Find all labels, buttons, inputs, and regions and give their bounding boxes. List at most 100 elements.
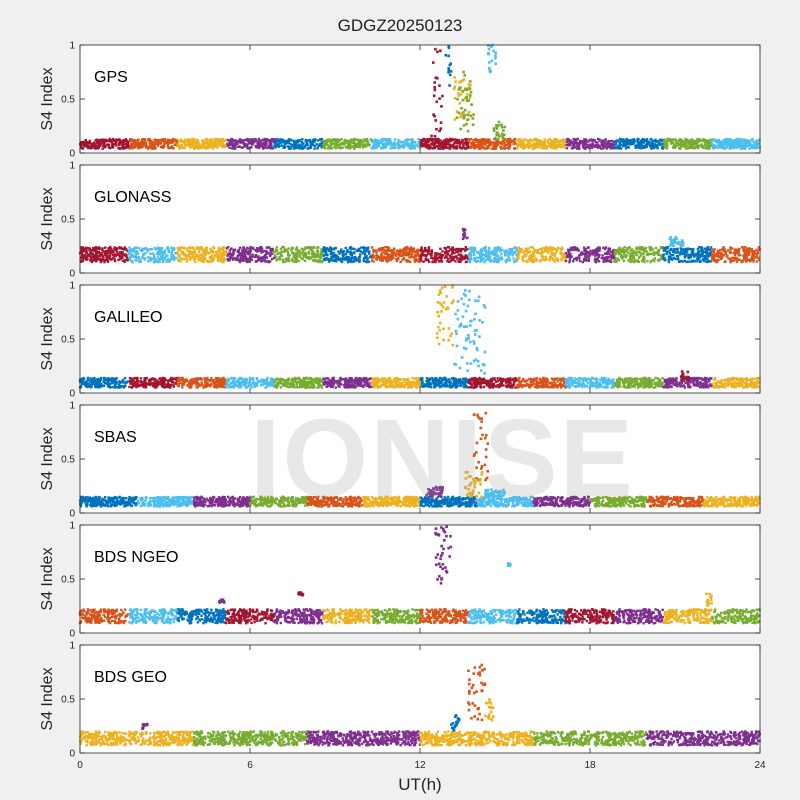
data-point [118, 143, 121, 147]
data-point [733, 253, 737, 257]
data-point [448, 144, 451, 147]
data-point [729, 143, 733, 147]
data-point [117, 139, 120, 142]
data-point [488, 259, 491, 262]
data-point [393, 145, 397, 148]
data-point [188, 145, 192, 148]
data-point [239, 139, 242, 142]
data-point [583, 248, 587, 251]
data-point [528, 138, 532, 141]
data-point [413, 258, 416, 261]
data-point [130, 255, 133, 258]
data-point [332, 247, 336, 250]
data-point [633, 139, 637, 143]
data-point [735, 146, 739, 149]
data-point [638, 255, 641, 259]
data-point [513, 141, 517, 144]
data-point [416, 145, 419, 148]
data-point [507, 255, 510, 258]
data-point [381, 251, 384, 254]
data-point [194, 260, 197, 264]
data-point [320, 252, 324, 256]
data-point [329, 141, 332, 144]
data-point [332, 251, 335, 255]
data-point [354, 257, 358, 260]
data-point [102, 143, 106, 146]
data-point [520, 249, 524, 252]
data-point [618, 246, 621, 249]
data-point [381, 258, 384, 262]
data-point [670, 140, 673, 144]
data-point [654, 140, 658, 144]
data-point [568, 258, 572, 262]
data-point [270, 144, 273, 147]
data-point [234, 139, 237, 142]
data-point [457, 247, 461, 251]
data-point [545, 258, 548, 261]
data-point [592, 249, 596, 253]
data-point [691, 251, 694, 254]
data-point [340, 138, 343, 141]
data-point [278, 255, 281, 259]
data-point [425, 144, 429, 147]
data-point [755, 248, 758, 252]
data-point [656, 147, 659, 150]
data-point [530, 139, 534, 143]
data-point [202, 260, 205, 263]
data-point [80, 254, 84, 258]
data-point [590, 146, 594, 150]
data-point [282, 146, 285, 149]
data-point [709, 246, 713, 249]
data-point [414, 141, 417, 144]
data-point [223, 139, 226, 142]
data-point [477, 251, 480, 255]
data-point [459, 127, 462, 131]
data-point [581, 260, 585, 264]
data-point [636, 145, 640, 149]
data-point [337, 144, 340, 147]
data-point [608, 252, 611, 255]
data-point [99, 138, 102, 142]
data-point [293, 141, 296, 144]
data-point [434, 119, 437, 122]
data-point [202, 250, 206, 253]
data-point [639, 142, 643, 145]
data-point [454, 141, 457, 144]
data-point [567, 138, 570, 141]
data-point [453, 145, 456, 148]
data-point [619, 143, 623, 146]
data-point [372, 260, 375, 263]
data-point [654, 138, 657, 142]
data-point [380, 138, 383, 141]
data-point [255, 247, 259, 250]
data-point [130, 143, 133, 146]
data-point [733, 256, 736, 260]
data-point [266, 138, 269, 141]
data-point [234, 141, 237, 144]
data-point [733, 258, 736, 262]
data-point [137, 144, 140, 147]
data-point [645, 138, 649, 141]
data-point [80, 142, 84, 145]
data-point [439, 139, 442, 142]
data-point [111, 146, 114, 149]
data-point [110, 141, 114, 144]
data-point [574, 257, 578, 260]
data-point [450, 258, 453, 262]
data-point [384, 249, 387, 253]
data-point [700, 247, 703, 250]
data-point [564, 259, 568, 263]
data-point [469, 251, 472, 254]
data-point [277, 144, 280, 147]
data-point [542, 147, 546, 150]
data-point [666, 142, 669, 145]
data-point [427, 246, 431, 249]
data-point [171, 146, 175, 149]
data-point [517, 252, 521, 256]
data-point [543, 259, 546, 262]
data-point [155, 259, 159, 263]
data-point [472, 139, 475, 142]
data-point [434, 138, 437, 141]
data-point [365, 144, 368, 148]
